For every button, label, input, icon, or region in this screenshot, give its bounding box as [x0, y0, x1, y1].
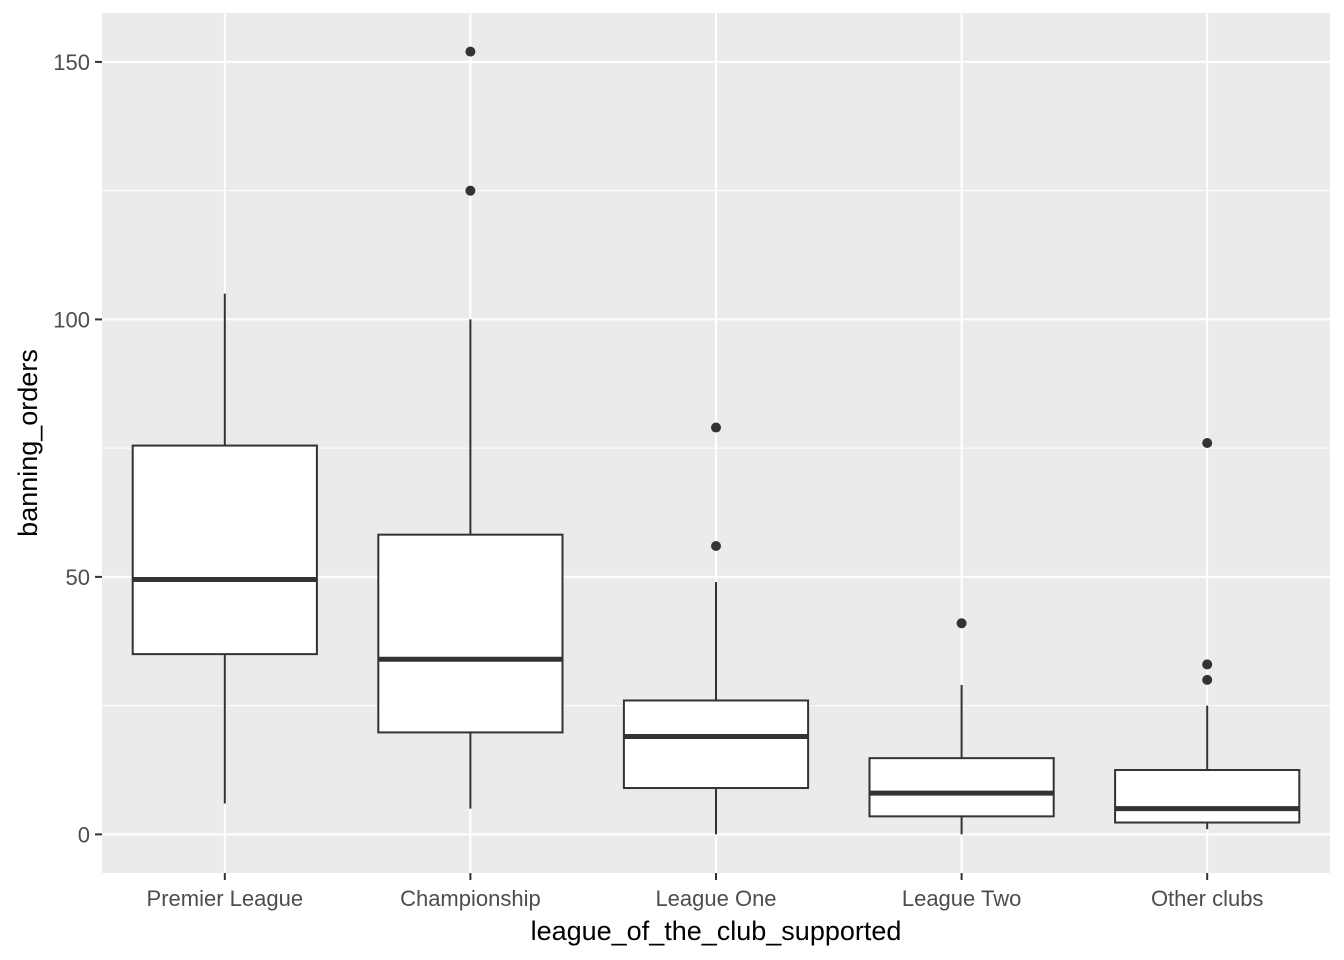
box-group: [622, 422, 810, 835]
axes: 0 50 100 150 Premier League Championship Leagu…: [53, 50, 1263, 911]
y-tick-label: 100: [53, 307, 90, 332]
box-group: [131, 293, 318, 804]
y-tick-label: 50: [66, 565, 90, 590]
x-tick-label: League One: [655, 886, 776, 911]
iqr-box: [131, 444, 318, 656]
x-tick-label: Championship: [400, 886, 541, 911]
x-axis-title: league_of_the_club_supported: [531, 916, 902, 946]
box-layer: [131, 46, 1301, 835]
y-tick-label: 150: [53, 50, 90, 75]
iqr-box: [622, 699, 810, 790]
outlier-point: [711, 422, 721, 433]
x-tick-label: Premier League: [147, 886, 304, 911]
iqr-box: [868, 757, 1055, 818]
x-tick-label: League Two: [902, 886, 1021, 911]
outlier-point: [956, 618, 967, 629]
box-group: [868, 618, 1055, 835]
box-group: [377, 46, 564, 809]
y-tick-label: 0: [78, 822, 90, 847]
iqr-box: [377, 533, 564, 734]
x-tick-label: Other clubs: [1151, 886, 1264, 911]
outlier-point: [1202, 674, 1213, 685]
outlier-point: [465, 185, 476, 196]
outlier-point: [1202, 659, 1213, 670]
outlier-point: [1202, 438, 1213, 448]
outlier-point: [465, 46, 476, 57]
outlier-point: [711, 540, 721, 551]
y-axis-title: banning_orders: [13, 349, 43, 537]
iqr-box: [1114, 769, 1301, 824]
box-group: [1114, 438, 1301, 830]
